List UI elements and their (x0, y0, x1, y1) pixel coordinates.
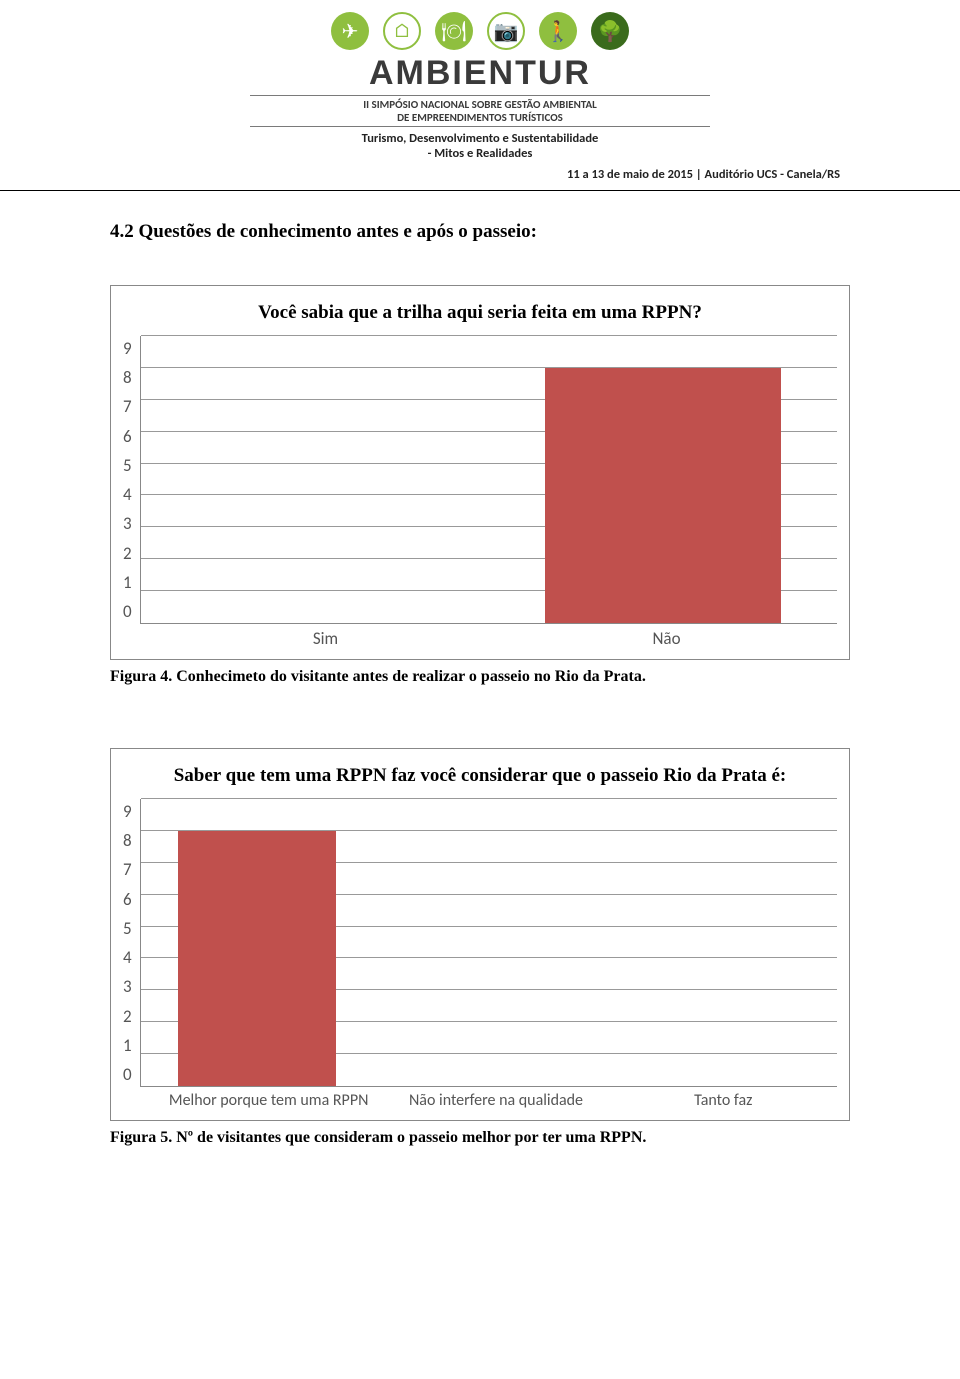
chart-2-box: Saber que tem uma RPPN faz você consider… (110, 748, 850, 1121)
chart-2-ytick: 6 (123, 889, 132, 910)
chart-1-plot-area (140, 336, 837, 624)
chart-2-xlabel: Não interfere na qualidade (382, 1091, 609, 1110)
section-heading: 4.2 Questões de conhecimento antes e apó… (110, 221, 850, 243)
chart-1-xaxis: SimNão (155, 628, 837, 649)
chart-1-ytick: 5 (123, 455, 132, 476)
chart-2-bar-slot (141, 799, 373, 1086)
figure-4-caption: Figura 4. Conhecimeto do visitante antes… (110, 668, 850, 686)
chart-2-ytick: 3 (123, 976, 132, 997)
chart-1-ytick: 3 (123, 513, 132, 534)
chart-1-xlabel: Não (496, 628, 837, 649)
chart-1-bar-slot (489, 336, 837, 623)
header-icon-2: 🍽 (435, 12, 473, 50)
chart-2-title: Saber que tem uma RPPN faz você consider… (123, 765, 837, 787)
chart-2-ytick: 4 (123, 947, 132, 968)
page-header: ✈ ⌂ 🍽 📷 🚶 🌳 AMBIENTUR II SIMPÓSIO NACIONAL SO… (0, 0, 960, 191)
chart-2-ytick: 7 (123, 859, 132, 880)
chart-2-ytick: 2 (123, 1006, 132, 1027)
header-icon-5: 🌳 (591, 12, 629, 50)
tagline-line-1: Turismo, Desenvolvimento e Sustentabilid… (0, 131, 960, 146)
tagline-line-2: - Mitos e Realidades (0, 146, 960, 161)
chart-2-yaxis: 9 8 7 6 5 4 3 2 1 0 (123, 799, 140, 1087)
chart-2-bar-slot (373, 799, 605, 1086)
chart-1-ytick: 2 (123, 543, 132, 564)
logo-icon-row: ✈ ⌂ 🍽 📷 🚶 🌳 (0, 12, 960, 50)
chart-1-title: Você sabia que a trilha aqui seria feita… (123, 302, 837, 324)
chart-1-ytick: 1 (123, 572, 132, 593)
header-icon-0: ✈ (331, 12, 369, 50)
chart-2-bar-slot (605, 799, 837, 1086)
chart-1-xlabel: Sim (155, 628, 496, 649)
chart-2-bars (141, 799, 837, 1086)
chart-1-ytick: 9 (123, 338, 132, 359)
page-content: 4.2 Questões de conhecimento antes e apó… (0, 191, 960, 1147)
subtitle-line-1: II SIMPÓSIO NACIONAL SOBRE GESTÃO AMBIEN… (250, 98, 710, 111)
header-subtitle-box: II SIMPÓSIO NACIONAL SOBRE GESTÃO AMBIEN… (250, 95, 710, 127)
chart-1-bars (141, 336, 837, 623)
chart-2-ytick: 5 (123, 918, 132, 939)
chart-1-bar-slot (141, 336, 489, 623)
chart-1-ytick: 4 (123, 484, 132, 505)
chart-2-xlabel: Melhor porque tem uma RPPN (155, 1091, 382, 1110)
chart-2-plot-wrap: 9 8 7 6 5 4 3 2 1 0 (123, 799, 837, 1087)
chart-2-bar (178, 831, 336, 1086)
chart-1-ytick: 8 (123, 367, 132, 388)
chart-1-ytick: 7 (123, 396, 132, 417)
chart-1-plot-wrap: 9 8 7 6 5 4 3 2 1 0 (123, 336, 837, 624)
chart-2-xlabel: Tanto faz (610, 1091, 837, 1110)
chart-2-plot-area (140, 799, 837, 1087)
brand-name: AMBIENTUR (0, 54, 960, 93)
chart-1-bar (545, 368, 782, 623)
chart-2-ytick: 8 (123, 830, 132, 851)
header-icon-3: 📷 (487, 12, 525, 50)
chart-2-ytick: 9 (123, 801, 132, 822)
header-icon-1: ⌂ (383, 12, 421, 50)
figure-5-caption: Figura 5. Nº de visitantes que considera… (110, 1129, 850, 1147)
chart-1-ytick: 6 (123, 426, 132, 447)
header-dateline: 11 a 13 de maio de 2015 | Auditório UCS … (0, 167, 960, 182)
chart-1-yaxis: 9 8 7 6 5 4 3 2 1 0 (123, 336, 140, 624)
header-icon-4: 🚶 (539, 12, 577, 50)
subtitle-line-2: DE EMPREENDIMENTOS TURÍSTICOS (250, 111, 710, 124)
chart-1-ytick: 0 (123, 601, 132, 622)
chart-1-box: Você sabia que a trilha aqui seria feita… (110, 285, 850, 660)
chart-2-ytick: 1 (123, 1035, 132, 1056)
chart-2-xaxis: Melhor porque tem uma RPPNNão interfere … (155, 1091, 837, 1110)
chart-2-ytick: 0 (123, 1064, 132, 1085)
